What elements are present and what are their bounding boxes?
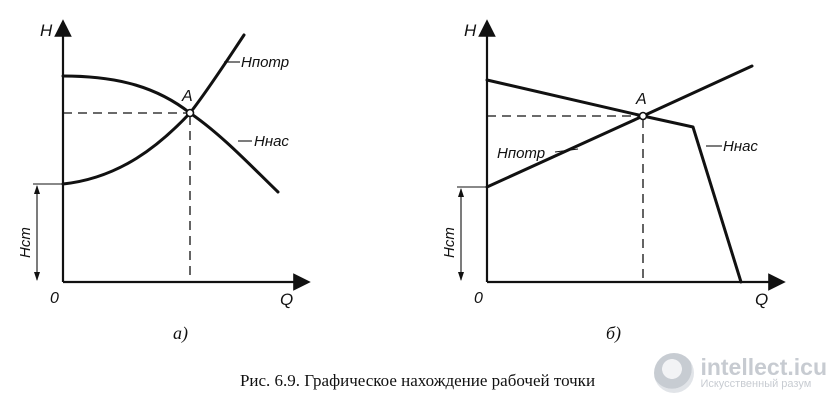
a-static-arrow-top [34, 185, 40, 194]
a-origin-label: 0 [50, 290, 59, 307]
watermark: intellect.icu Искусственный разум [654, 353, 827, 393]
b-required-leader [554, 148, 579, 153]
diagram-a: H Q 0 Hст A Hпотр Hнас а) [17, 19, 311, 344]
b-pump-label: Hнас [723, 138, 758, 155]
b-origin-label: 0 [474, 290, 483, 307]
b-static-arrow-top [458, 188, 464, 197]
watermark-tagline: Искусственный разум [700, 378, 812, 391]
b-y-axis-label: H [464, 21, 477, 40]
diagram-b: H Q 0 Hст A Hпотр Hнас б) [441, 19, 786, 344]
a-sublabel: а) [173, 323, 188, 344]
a-operating-point [185, 108, 195, 118]
a-required-curve [61, 33, 246, 186]
b-pump-curve [485, 78, 743, 284]
a-static-arrow-bottom [34, 272, 40, 281]
watermark-site: intellect.icu [700, 354, 827, 381]
a-x-axis-label: Q [280, 290, 293, 309]
a-static-head-label: Hст [17, 227, 34, 258]
brain-logo-icon [654, 353, 695, 393]
a-point-label: A [181, 88, 193, 105]
a-pump-label: Hнас [254, 133, 289, 150]
b-required-label: Hпотр [497, 145, 545, 162]
b-x-axis-label: Q [755, 290, 768, 309]
a-required-label: Hпотр [241, 54, 289, 71]
a-y-axis-label: H [40, 21, 53, 40]
figure-caption: Рис. 6.9. Графическое нахождение рабочей… [239, 371, 596, 390]
b-sublabel: б) [606, 323, 621, 344]
watermark-text: intellect.icu Искусственный разум [700, 355, 827, 391]
b-point-label: A [635, 91, 647, 108]
b-operating-point [638, 111, 648, 121]
b-required-curve [485, 64, 754, 189]
b-static-head-label: Hст [441, 227, 458, 258]
b-static-arrow-bottom [458, 272, 464, 281]
